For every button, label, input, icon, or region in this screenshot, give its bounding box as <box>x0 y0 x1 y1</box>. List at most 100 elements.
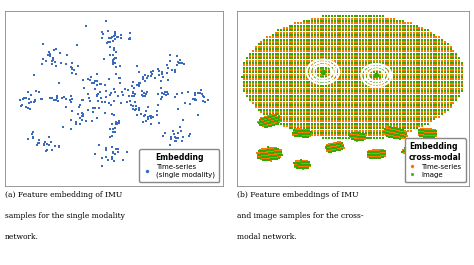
Point <box>421 56 429 60</box>
Point <box>294 47 302 51</box>
Point <box>424 101 432 105</box>
Point <box>401 94 409 98</box>
Point <box>303 21 310 25</box>
Point <box>305 128 313 132</box>
Point <box>255 82 263 86</box>
Point <box>419 68 426 72</box>
Point <box>255 77 263 82</box>
Point <box>339 40 347 44</box>
Point <box>274 54 282 58</box>
Point <box>147 114 155 118</box>
Point <box>134 82 141 87</box>
Point <box>294 35 302 39</box>
Point <box>328 146 336 151</box>
Point <box>158 70 165 74</box>
Point <box>109 130 117 134</box>
Point <box>264 114 272 118</box>
Point <box>317 114 325 119</box>
Point <box>272 70 279 74</box>
Point <box>447 47 454 51</box>
Point <box>17 104 25 108</box>
Point <box>351 24 358 28</box>
Point <box>269 82 276 86</box>
Point <box>257 94 265 98</box>
Point <box>404 87 412 91</box>
Point <box>266 121 273 125</box>
Point <box>368 119 375 123</box>
Point <box>339 28 347 33</box>
Point <box>311 42 319 47</box>
Point <box>274 153 282 157</box>
Point <box>342 33 350 37</box>
Point <box>328 145 335 149</box>
Point <box>289 124 296 128</box>
Point <box>438 63 446 68</box>
Point <box>255 52 263 56</box>
Point <box>410 89 418 93</box>
Point <box>404 54 412 58</box>
Point <box>379 14 387 19</box>
Point <box>19 97 27 101</box>
Point <box>424 122 432 126</box>
Point <box>371 84 378 89</box>
Point <box>447 52 454 56</box>
Point <box>430 49 438 54</box>
Point <box>458 77 465 82</box>
Point <box>297 96 305 100</box>
Point <box>317 56 325 60</box>
Point <box>337 98 344 103</box>
Point <box>289 108 296 112</box>
Point <box>355 130 363 134</box>
Point <box>300 63 308 68</box>
Point <box>292 33 299 37</box>
Point <box>396 52 403 56</box>
Point <box>263 150 271 154</box>
Point <box>424 108 432 112</box>
Point <box>401 84 409 89</box>
Point <box>339 144 347 148</box>
Point <box>148 72 155 77</box>
Point <box>354 136 361 140</box>
Point <box>337 108 344 112</box>
Point <box>264 117 272 121</box>
Point <box>337 117 344 121</box>
Point <box>252 105 260 109</box>
Point <box>296 162 304 166</box>
Point <box>362 101 370 105</box>
Point <box>421 103 429 107</box>
Point <box>458 82 465 86</box>
Point <box>249 56 257 60</box>
Point <box>362 112 370 117</box>
Point <box>246 54 254 58</box>
Point <box>339 38 347 42</box>
Point <box>345 114 353 119</box>
Point <box>261 119 268 123</box>
Point <box>300 94 308 98</box>
Point <box>311 38 319 42</box>
Point <box>246 77 254 82</box>
Point <box>438 66 446 70</box>
Point <box>303 91 310 95</box>
Point <box>399 28 406 33</box>
Point <box>348 17 356 21</box>
Point <box>400 148 407 152</box>
Point <box>393 70 401 74</box>
Point <box>374 119 381 123</box>
Point <box>257 101 265 105</box>
Point <box>438 87 446 91</box>
Point <box>306 59 313 63</box>
Point <box>438 77 446 82</box>
Point <box>317 38 325 42</box>
Point <box>436 80 443 84</box>
Point <box>331 19 338 23</box>
Point <box>314 45 322 49</box>
Point <box>274 84 282 89</box>
Point <box>277 54 285 58</box>
Point <box>441 66 449 70</box>
Point <box>292 68 299 72</box>
Point <box>273 119 281 123</box>
Point <box>419 45 426 49</box>
Point <box>424 77 432 82</box>
Point <box>345 40 353 44</box>
Point <box>283 98 291 103</box>
